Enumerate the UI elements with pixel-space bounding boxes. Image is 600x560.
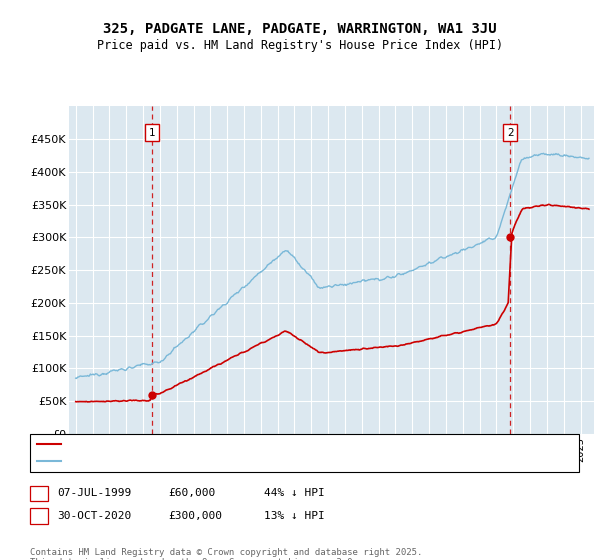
Text: 325, PADGATE LANE, PADGATE, WARRINGTON, WA1 3JU: 325, PADGATE LANE, PADGATE, WARRINGTON, … bbox=[103, 22, 497, 36]
Text: 1: 1 bbox=[35, 488, 43, 498]
Text: £300,000: £300,000 bbox=[168, 511, 222, 521]
Text: Price paid vs. HM Land Registry's House Price Index (HPI): Price paid vs. HM Land Registry's House … bbox=[97, 39, 503, 52]
Text: 325, PADGATE LANE, PADGATE, WARRINGTON, WA1 3JU (detached house): 325, PADGATE LANE, PADGATE, WARRINGTON, … bbox=[66, 439, 466, 449]
Text: 07-JUL-1999: 07-JUL-1999 bbox=[58, 488, 132, 498]
Text: 2: 2 bbox=[507, 128, 514, 138]
Text: 1: 1 bbox=[148, 128, 155, 138]
Text: Contains HM Land Registry data © Crown copyright and database right 2025.
This d: Contains HM Land Registry data © Crown c… bbox=[30, 548, 422, 560]
Text: 44% ↓ HPI: 44% ↓ HPI bbox=[264, 488, 325, 498]
Text: 13% ↓ HPI: 13% ↓ HPI bbox=[264, 511, 325, 521]
Text: HPI: Average price, detached house, Warrington: HPI: Average price, detached house, Warr… bbox=[66, 456, 353, 466]
Text: £60,000: £60,000 bbox=[168, 488, 215, 498]
Text: 2: 2 bbox=[35, 511, 43, 521]
Text: 30-OCT-2020: 30-OCT-2020 bbox=[58, 511, 132, 521]
